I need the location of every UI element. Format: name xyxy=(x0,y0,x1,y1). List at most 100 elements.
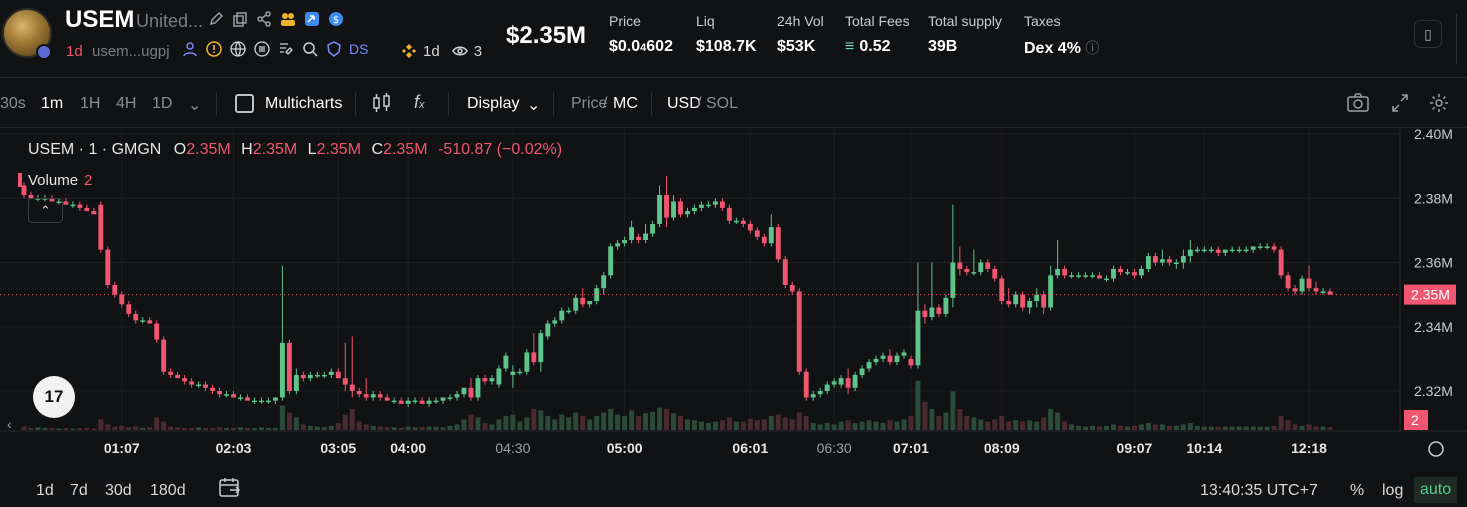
volume-label: Volume xyxy=(28,172,79,189)
volume-bar xyxy=(817,424,823,430)
candle-body xyxy=(475,378,481,398)
candle-body xyxy=(1292,288,1298,292)
stat-value: $0.04602 xyxy=(609,38,673,55)
volume-color-marker xyxy=(18,173,22,187)
search-icon[interactable] xyxy=(301,40,319,58)
market-cap: $2.35M xyxy=(506,22,587,49)
volume-bar xyxy=(35,427,41,430)
chart-toolbar: 30s 1m 1H 4H 1D ⌄ Multicharts fx Display… xyxy=(0,80,1467,128)
volume-bar xyxy=(936,416,942,430)
list-icon[interactable] xyxy=(253,40,271,58)
copy-icon[interactable] xyxy=(231,10,249,28)
dexscreener-label[interactable]: DS xyxy=(349,41,369,57)
edit-icon[interactable] xyxy=(207,10,225,28)
share-icon[interactable] xyxy=(255,10,273,28)
candle-body xyxy=(1313,288,1319,292)
community-icon[interactable] xyxy=(279,10,297,28)
sol-toggle[interactable]: SOL xyxy=(706,95,739,112)
price-chart-area[interactable]: 2.32M 2.34M 2.36M 2.38M 2.40M 2.35M 2 01:07 02:0… xyxy=(0,129,1467,461)
candle-body xyxy=(782,259,788,285)
collapse-legend-chevron-icon[interactable]: ⌃ xyxy=(28,198,63,223)
volume-bar xyxy=(1180,424,1186,430)
candle-type-icon[interactable] xyxy=(372,92,392,119)
clock-time[interactable]: 13:40:35 UTC+7 xyxy=(1200,482,1318,499)
interval-1m[interactable]: 1m xyxy=(41,95,64,112)
volume-bar xyxy=(677,416,683,430)
dollar-icon[interactable]: $ xyxy=(327,10,345,28)
candle-body xyxy=(1166,259,1172,263)
range-180d[interactable]: 180d xyxy=(150,482,186,499)
candle-body xyxy=(678,201,683,215)
edit-note-icon[interactable] xyxy=(277,40,295,58)
website-icon[interactable] xyxy=(303,10,321,28)
globe-icon[interactable] xyxy=(229,40,247,58)
toolbar-divider xyxy=(553,92,554,116)
candlestick-chart[interactable]: 2.32M 2.34M 2.36M 2.38M 2.40M 2.35M 2 01:07 02:0… xyxy=(0,129,1467,461)
volume-bar xyxy=(992,419,998,430)
candle-body xyxy=(1118,268,1123,273)
time-axis-settings-icon[interactable] xyxy=(1428,441,1444,457)
candle-body xyxy=(335,371,341,379)
help-icon[interactable]: ⓘ xyxy=(1085,40,1100,56)
settings-gear-icon[interactable] xyxy=(1428,92,1450,119)
display-chevron-icon[interactable]: ⌄ xyxy=(527,97,541,114)
stat-label: 24h Vol xyxy=(777,13,824,29)
shield-icon[interactable] xyxy=(325,40,343,58)
tradingview-logo-icon[interactable]: 17 xyxy=(33,376,75,418)
volume-bar xyxy=(880,423,886,430)
interval-1h[interactable]: 1H xyxy=(80,95,101,112)
volume-bar xyxy=(496,419,502,430)
range-7d[interactable]: 7d xyxy=(70,482,88,499)
date-range-calendar-icon[interactable] xyxy=(218,477,242,504)
candle-body xyxy=(692,207,697,212)
camera-icon[interactable] xyxy=(1346,92,1370,119)
x-tick-label: 04:00 xyxy=(390,440,426,456)
volume-bar xyxy=(293,417,299,430)
volume-badge xyxy=(1404,410,1428,430)
range-1d[interactable]: 1d xyxy=(36,482,54,499)
price-toggle[interactable]: Price xyxy=(571,95,608,112)
candle-body xyxy=(992,268,998,279)
fullscreen-icon[interactable] xyxy=(1390,92,1410,119)
range-30d[interactable]: 30d xyxy=(105,482,132,499)
binance-icon xyxy=(400,42,418,60)
volume-bar xyxy=(1327,427,1333,430)
scroll-left-icon[interactable]: ‹ xyxy=(7,416,12,432)
auto-scale-toggle[interactable]: auto xyxy=(1414,477,1458,503)
indicators-fx-icon[interactable]: fx xyxy=(414,92,425,112)
volume-bar xyxy=(1117,425,1123,430)
interval-30s[interactable]: 30s xyxy=(0,95,26,112)
interval-1d[interactable]: 1D xyxy=(152,95,173,112)
volume-bar xyxy=(1222,426,1228,430)
ohlc-high-label: H xyxy=(241,141,253,158)
interval-dropdown-chevron-icon[interactable]: ⌄ xyxy=(188,97,202,114)
volume-bar xyxy=(1215,426,1221,430)
usd-toggle[interactable]: USD xyxy=(667,95,701,112)
contract-address[interactable]: usem...ugpj xyxy=(92,43,170,60)
volume-bar xyxy=(1110,424,1116,430)
candle-body xyxy=(796,291,802,372)
log-toggle[interactable]: log xyxy=(1382,482,1404,499)
display-dropdown[interactable]: Display xyxy=(467,95,520,112)
mc-toggle[interactable]: MC xyxy=(613,95,638,112)
volume-bar xyxy=(1097,426,1103,430)
panel-toggle-icon[interactable]: ▯ xyxy=(1414,20,1442,48)
ohlc-close: 2.35M xyxy=(383,141,428,158)
candle-body xyxy=(845,378,851,388)
volume-bar xyxy=(1076,425,1082,430)
volume-bar xyxy=(1090,425,1096,430)
multicharts-label[interactable]: Multicharts xyxy=(265,95,343,112)
candle-body xyxy=(1083,275,1089,277)
volume-bar xyxy=(684,419,690,430)
volume-bar xyxy=(866,420,872,430)
user-icon[interactable] xyxy=(181,40,199,58)
warning-icon[interactable] xyxy=(205,40,223,58)
percent-toggle[interactable]: % xyxy=(1350,482,1365,499)
volume-bar xyxy=(950,391,956,430)
multicharts-checkbox[interactable] xyxy=(235,94,254,113)
x-tick-label: 06:30 xyxy=(817,440,852,456)
ohlc-open-label: O xyxy=(173,141,187,158)
stat-label: Taxes xyxy=(1024,13,1061,29)
interval-4h[interactable]: 4H xyxy=(116,95,137,112)
